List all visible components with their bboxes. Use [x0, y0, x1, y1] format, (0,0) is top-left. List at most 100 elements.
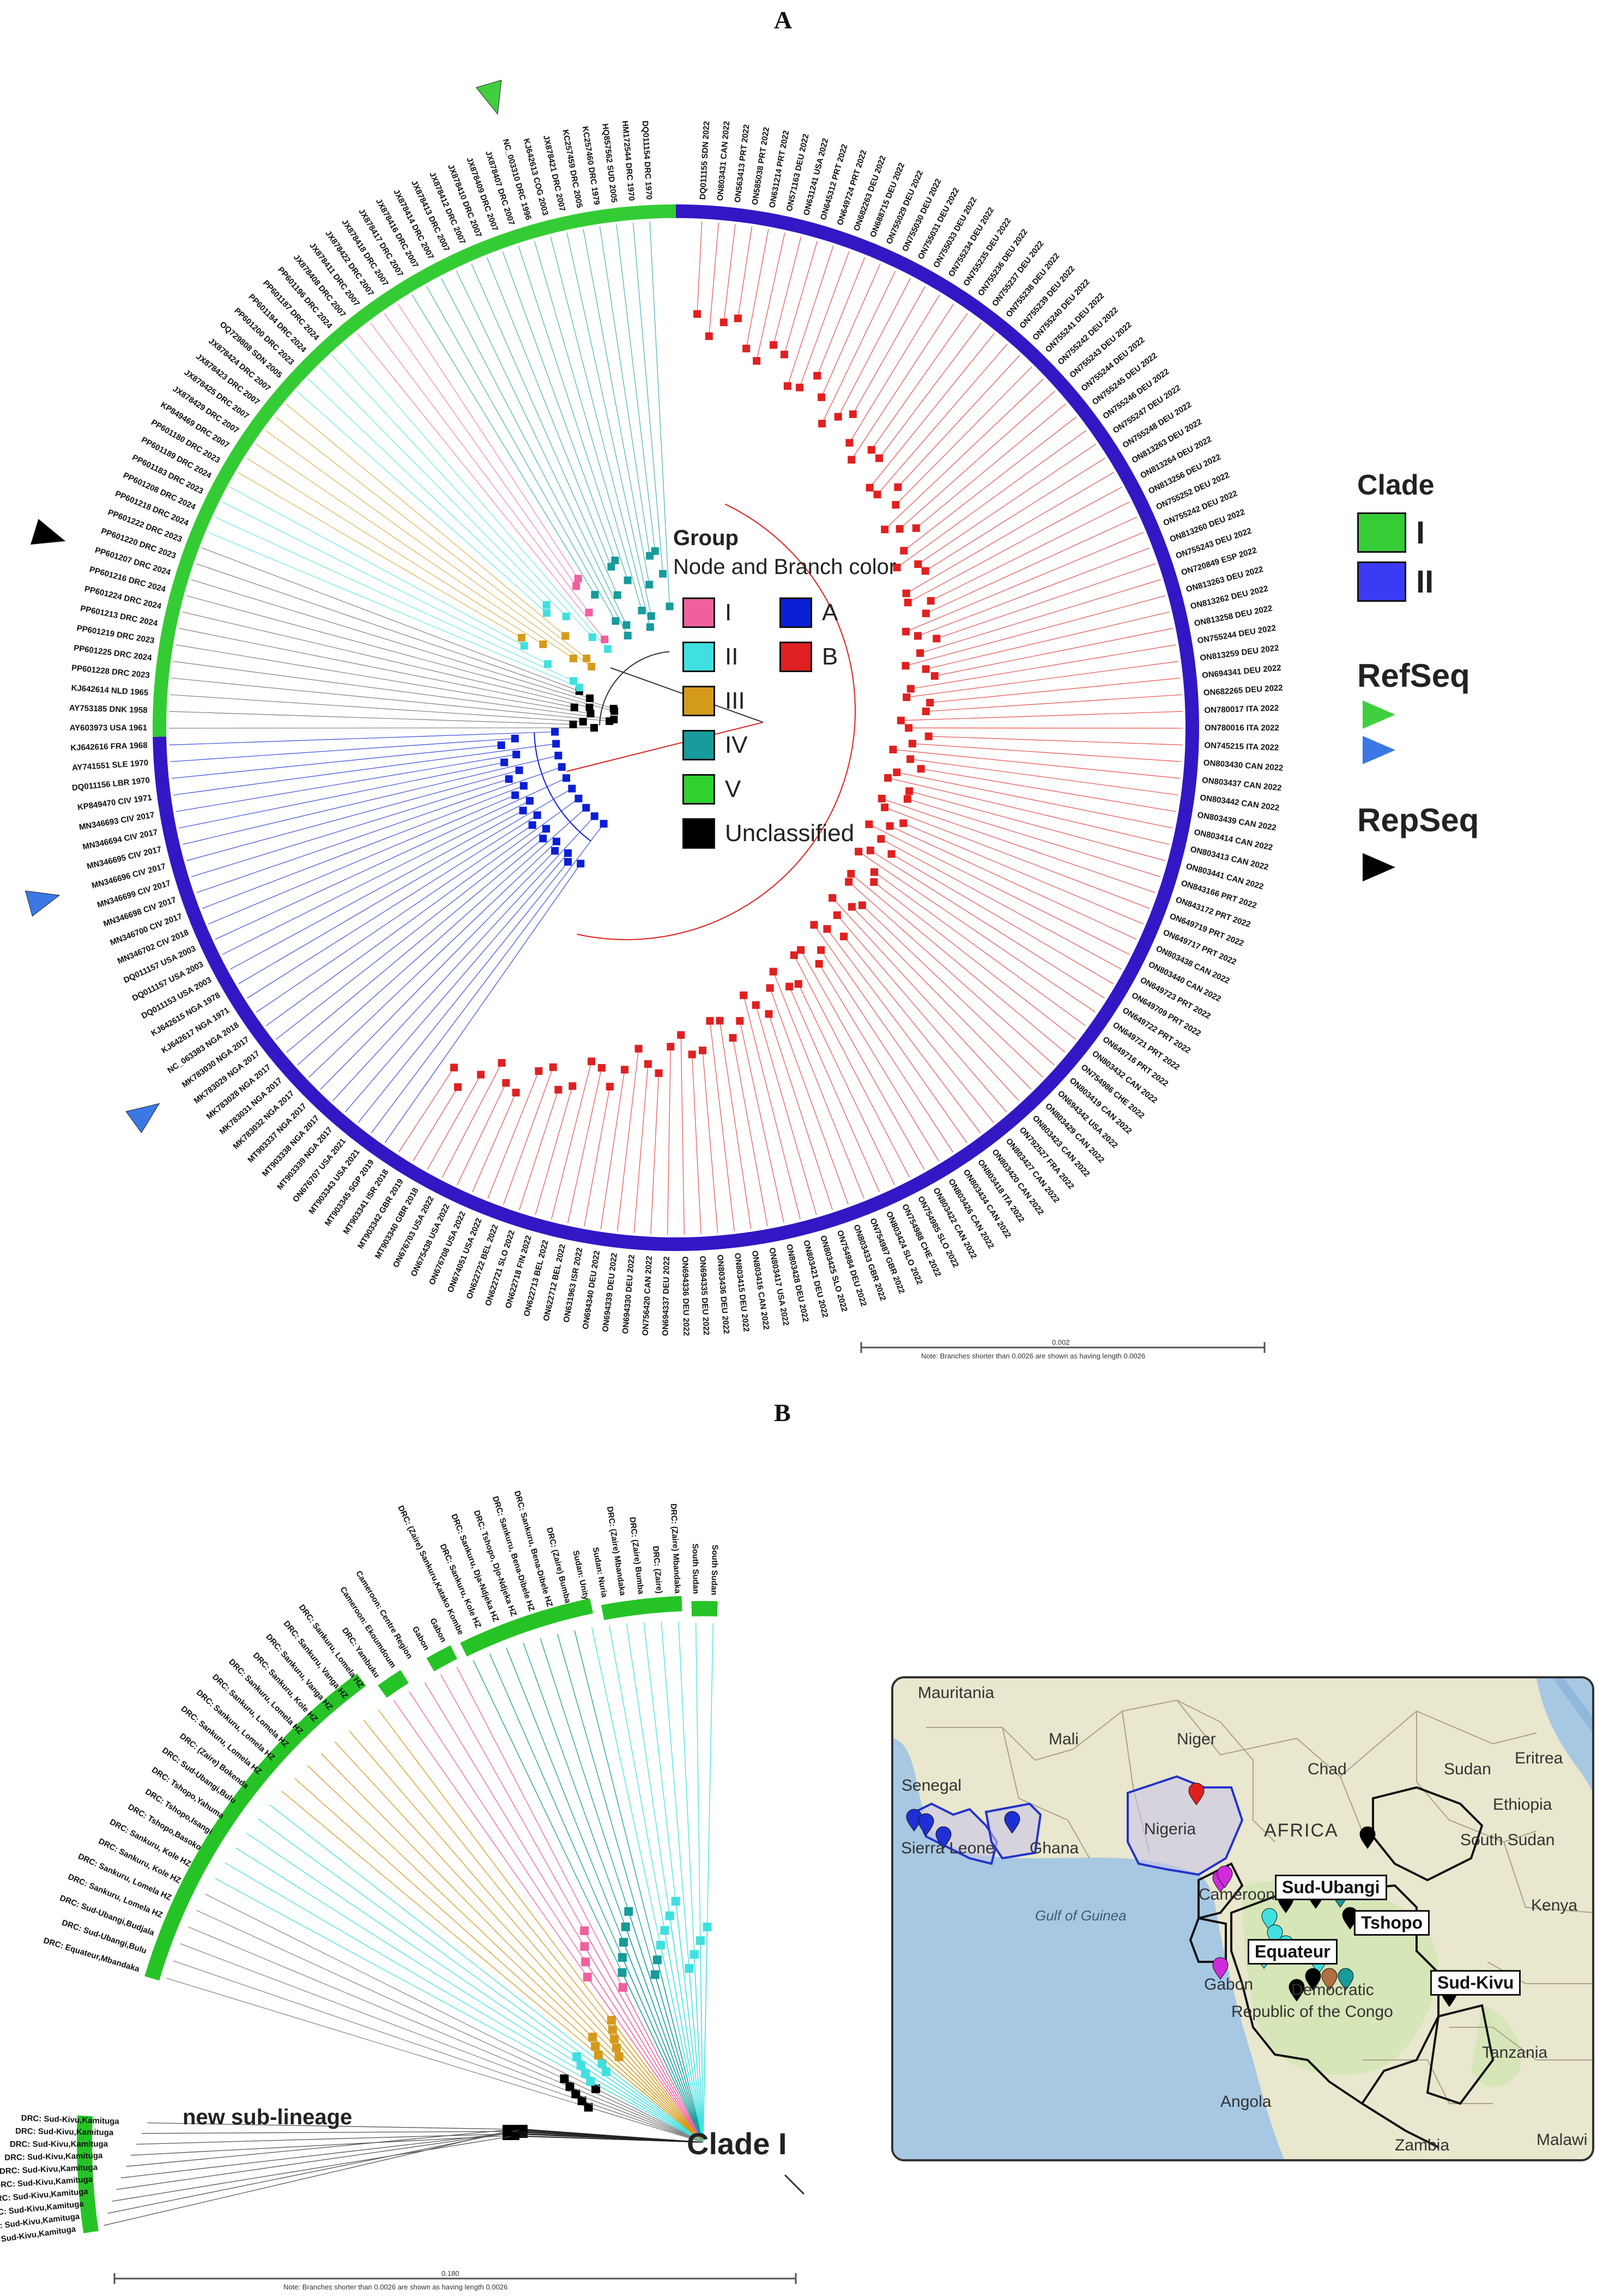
tree-node — [790, 951, 798, 959]
tree-branch — [600, 1070, 625, 1229]
tree-branch — [819, 963, 939, 1162]
map-province-label: Sud-Ubangi — [1275, 1875, 1387, 1900]
tree-node — [590, 812, 598, 820]
leaf-label: DQ011157 USA 2003 — [131, 960, 205, 1003]
tree-branch — [487, 1071, 539, 1199]
tree-branch — [540, 1638, 629, 1912]
leaf-label: DRC: Sud-Kivu,Kamituga — [10, 2140, 108, 2149]
tree-branch — [595, 2046, 704, 2143]
group-legend-label: B — [822, 643, 838, 670]
tree-branch — [746, 229, 769, 349]
leaf-label: DRC: Sankuru, Bena-Dibele HZ — [491, 1495, 536, 1612]
tree-node — [450, 1064, 458, 1072]
tree-node — [600, 820, 608, 828]
leaf-label: ON694330 DEU 2022 — [621, 1254, 637, 1334]
tree-node — [695, 1936, 705, 1945]
tree-branch — [503, 1067, 554, 1205]
tree-branch — [903, 823, 1144, 925]
tree-branch — [176, 754, 517, 812]
tree-branch — [906, 472, 1114, 594]
tree-branch — [832, 897, 1020, 1101]
tree-branch — [136, 2133, 524, 2145]
tree-branch — [599, 226, 650, 556]
tree-branch — [275, 416, 587, 659]
tree-node — [582, 803, 590, 812]
tree-node — [655, 1069, 663, 1077]
tree-branch — [120, 2131, 524, 2178]
tree-branch — [506, 2131, 704, 2143]
tree-node — [914, 560, 922, 568]
leaf-label: ON803439 CAN 2022 — [1196, 811, 1277, 833]
tree-branch — [550, 236, 651, 627]
map-pin-icon — [1188, 1783, 1205, 1805]
map-province-label: Equateur — [1248, 1939, 1338, 1965]
leaf-label: DQ011155 SDN 2022 — [698, 121, 711, 200]
tree-branch — [934, 628, 1174, 676]
tree-branch — [515, 2135, 704, 2143]
tree-node — [693, 310, 701, 318]
tree-branch — [408, 1690, 586, 1962]
tree-node — [780, 351, 788, 359]
leaf-label: Gabon — [410, 1625, 431, 1652]
refseq-marker-icon — [475, 80, 502, 115]
tree-node — [933, 635, 941, 643]
tree-branch — [281, 1791, 599, 2056]
leaf-label: KC257460 DRC 1979 — [580, 125, 602, 206]
tree-branch — [518, 245, 628, 581]
panel-a-scale-note: Note: Branches shorter than 0.0026 are s… — [921, 1352, 1146, 1360]
color-swatch — [779, 597, 812, 628]
map-pin-icon — [1212, 1957, 1229, 1980]
tree-branch — [334, 1741, 617, 2049]
tree-branch — [612, 2029, 704, 2143]
tree-branch — [879, 323, 982, 458]
tree-branch — [917, 444, 1097, 565]
map-country-label: Kenya — [1531, 1896, 1578, 1914]
panel-a-circular-tree: DQ011155 SDN 2022 ON803431 CAN 2022 ON5634… — [25, 80, 1284, 1336]
tree-node — [591, 2084, 601, 2093]
leaf-label: DRC: (Zaire) Mbandaka — [669, 1503, 682, 1594]
tree-branch — [502, 251, 615, 561]
color-swatch — [779, 642, 812, 672]
tree-branch — [592, 2037, 704, 2143]
group-legend-item: III — [682, 686, 745, 716]
tree-branch — [756, 232, 785, 361]
group-legend-label: IV — [725, 732, 748, 758]
tree-branch — [814, 925, 967, 1143]
tree-branch — [821, 270, 896, 424]
group-ribbon — [425, 1644, 459, 1673]
tree-branch — [884, 378, 1044, 530]
tree-node — [562, 774, 571, 782]
tree-branch — [667, 1047, 671, 1235]
tree-node — [870, 868, 879, 876]
tree-branch — [625, 1926, 704, 2143]
leaf-label: ON780017 ITA 2022 — [1204, 703, 1279, 715]
tree-node — [574, 794, 583, 802]
tree-node — [594, 2050, 603, 2059]
tree-node — [794, 980, 802, 988]
clade-b-backbone — [577, 503, 856, 940]
leaf-label: ON694337 DEU 2022 — [661, 1256, 672, 1336]
tree-branch — [142, 2131, 516, 2134]
map-country-label: Malawi — [1537, 2131, 1588, 2149]
tree-branch — [920, 579, 1161, 654]
tree-branch — [247, 814, 537, 999]
tree-branch — [440, 1674, 585, 1931]
tree-node — [818, 393, 826, 401]
tree-node — [689, 1950, 699, 1959]
tree-branch — [789, 986, 880, 1193]
tree-branch — [257, 1818, 607, 2073]
tree-branch — [695, 1622, 701, 1941]
tree-node — [554, 751, 562, 759]
tree-branch — [238, 788, 572, 984]
tree-branch — [909, 790, 1165, 861]
refseq-marker-icon — [125, 1103, 160, 1133]
tree-branch — [590, 2081, 704, 2143]
tree-node — [659, 570, 667, 578]
tree-node — [570, 677, 578, 685]
root-branch-b — [566, 722, 764, 772]
leaf-label: ON803415 DEU 2022 — [733, 1252, 751, 1332]
refseq-legend-title: RefSeq — [1357, 657, 1470, 694]
tree-branch — [614, 2038, 704, 2143]
tree-branch — [202, 547, 580, 692]
